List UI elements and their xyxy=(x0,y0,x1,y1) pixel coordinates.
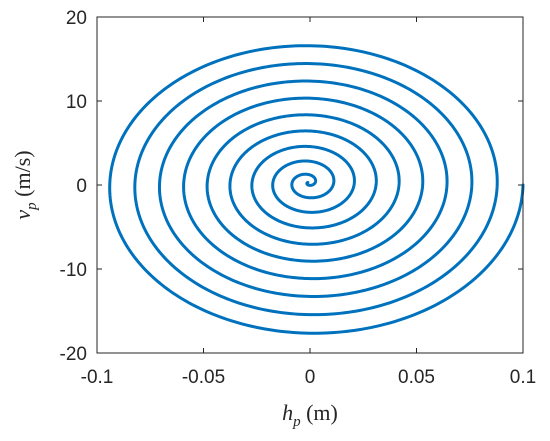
y-tick-labels: -20 -10 0 10 20 xyxy=(60,8,87,365)
axes-box xyxy=(96,16,524,354)
x-tick-label: 0 xyxy=(305,367,316,388)
y-tick-label: 0 xyxy=(76,176,87,197)
x-tick-labels: -0.1 -0.05 0 0.05 0.1 xyxy=(81,367,537,388)
y-tick-label: 10 xyxy=(66,92,87,113)
y-tick-label: -20 xyxy=(60,344,87,365)
x-tick-label: -0.1 xyxy=(81,367,114,388)
y-tick-label: 20 xyxy=(66,8,87,29)
phase-trajectory-line xyxy=(108,44,525,335)
y-tick-label: -10 xyxy=(60,260,87,281)
x-axis-label: hp (m) xyxy=(282,400,338,430)
x-tick-label: 0.05 xyxy=(398,367,435,388)
x-tick-label: 0.1 xyxy=(510,367,536,388)
y-axis-label: vp (m/s) xyxy=(10,150,40,219)
x-tick-label: -0.05 xyxy=(182,367,225,388)
